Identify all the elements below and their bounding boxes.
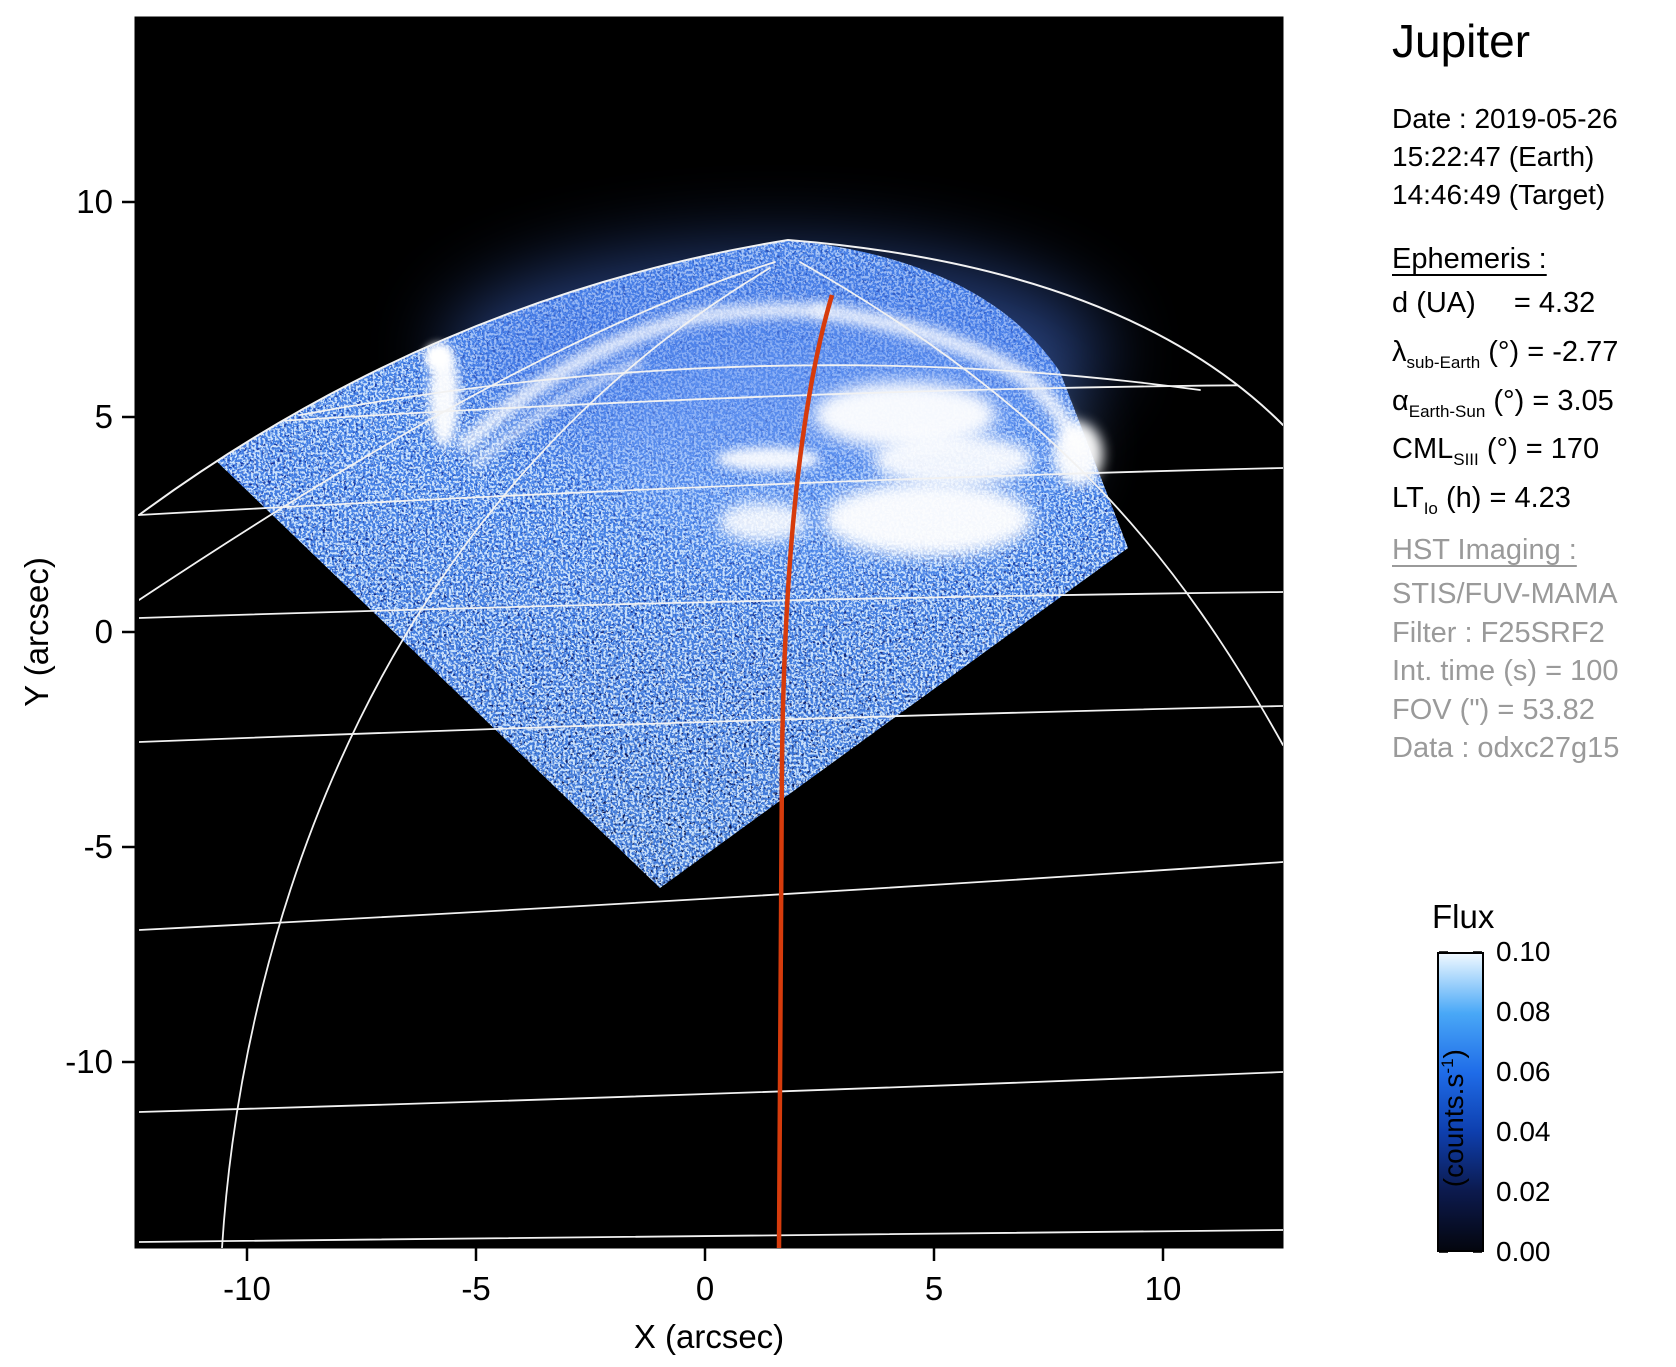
colorbar-tick-label: 0.04 bbox=[1496, 1116, 1551, 1147]
hst-instrument: STIS/FUV-MAMA bbox=[1392, 578, 1618, 610]
hst-int-time: Int. time (s) = 100 bbox=[1392, 655, 1619, 687]
aurora-arc bbox=[458, 303, 828, 452]
colorbar-tick-label: 0.10 bbox=[1496, 936, 1551, 967]
date-line: Date : 2019-05-26 bbox=[1392, 103, 1618, 134]
value: = -2.77 bbox=[1527, 335, 1619, 368]
colorbar-tick-label: 0.02 bbox=[1496, 1176, 1551, 1207]
colorbar-tick-label: 0.08 bbox=[1496, 996, 1551, 1027]
aurora-blob bbox=[429, 347, 459, 447]
limb-line bbox=[138, 238, 1283, 516]
latitude-line bbox=[139, 1071, 1283, 1113]
x-tick-label: 10 bbox=[1145, 1270, 1182, 1307]
hst-data-id: Data : odxc27g15 bbox=[1392, 732, 1620, 764]
colorbar-title: Flux bbox=[1432, 898, 1495, 935]
aurora-blob bbox=[823, 481, 1033, 557]
hst-fov: FOV (") = 53.82 bbox=[1392, 693, 1595, 726]
latitude-line bbox=[139, 384, 1283, 431]
aurora-arc bbox=[471, 358, 644, 469]
y-tick-label: 5 bbox=[95, 398, 113, 435]
subscript: Earth-Sun bbox=[1408, 401, 1486, 421]
cml-meridian-red-line bbox=[776, 294, 835, 1248]
latitude-line bbox=[139, 591, 1283, 619]
planet-title: Jupiter bbox=[1392, 15, 1531, 67]
aurora-blob bbox=[813, 381, 997, 449]
y-tick-label: 0 bbox=[95, 613, 113, 650]
y-tick-label: -5 bbox=[84, 828, 113, 865]
x-axis-title: X (arcsec) bbox=[634, 1318, 784, 1355]
aurora-blob bbox=[1053, 422, 1103, 486]
latitude-line bbox=[139, 861, 1283, 931]
longitude-line bbox=[221, 267, 771, 1248]
subscript: sub-Earth bbox=[1406, 352, 1481, 372]
aurora-blob bbox=[424, 343, 452, 371]
symbol: λ bbox=[1392, 335, 1407, 368]
plot-area bbox=[134, 16, 1284, 1249]
ephemeris-row-lambda: λsub-Earth (°) = -2.77 bbox=[1392, 333, 1670, 382]
symbol: d bbox=[1392, 287, 1409, 319]
ephemeris-row-alpha: αEarth-Sun (°) = 3.05 bbox=[1392, 382, 1670, 431]
subscript: SIII bbox=[1453, 450, 1479, 470]
ephemeris-heading: Ephemeris : bbox=[1392, 243, 1547, 275]
y-axis-title: Y (arcsec) bbox=[18, 557, 55, 707]
ephemeris-row-cml: CMLSIII (°) = 170 bbox=[1392, 430, 1670, 479]
cml-red-line bbox=[776, 294, 835, 1248]
value: = 170 bbox=[1525, 433, 1600, 466]
colorbar-tick-label: 0.00 bbox=[1496, 1236, 1551, 1267]
subscript: Io bbox=[1423, 498, 1438, 518]
longitude-line bbox=[139, 261, 776, 601]
unit: (UA) bbox=[1416, 287, 1476, 319]
unit: (°) bbox=[1493, 384, 1525, 417]
axis-tick-labels: -10 -5 0 5 10 10 5 0 -5 -10 bbox=[65, 183, 1181, 1307]
unit: (h) bbox=[1445, 482, 1482, 515]
symbol: CML bbox=[1392, 433, 1454, 466]
target-time-line: 14:46:49 (Target) bbox=[1392, 179, 1606, 210]
unit: (°) bbox=[1488, 335, 1520, 368]
aurora-blob bbox=[719, 502, 807, 542]
value: = 4.32 bbox=[1513, 287, 1596, 319]
y-tick-label: 10 bbox=[76, 183, 113, 220]
earth-time-line: 15:22:47 (Earth) bbox=[1392, 141, 1595, 172]
hst-imaging-block: HST Imaging : STIS/FUV-MAMA Filter : F25… bbox=[1392, 534, 1670, 768]
axis-ticks bbox=[122, 200, 1165, 1261]
date-block: Date : 2019-05-26 15:22:47 (Earth) 14:46… bbox=[1392, 100, 1670, 214]
aurora-arc bbox=[813, 303, 1087, 457]
longitude-line bbox=[799, 261, 1283, 746]
flux-colorbar bbox=[1437, 952, 1484, 1252]
symbol: LT bbox=[1392, 482, 1424, 515]
latitude-line bbox=[139, 705, 1283, 743]
unit: (°) bbox=[1486, 433, 1518, 466]
x-tick-label: -5 bbox=[461, 1270, 490, 1307]
latitude-line bbox=[299, 364, 1201, 416]
y-tick-label: -10 bbox=[65, 1043, 113, 1080]
symbol: α bbox=[1392, 384, 1409, 417]
value: = 3.05 bbox=[1532, 384, 1614, 417]
hst-filter: Filter : F25SRF2 bbox=[1392, 616, 1605, 649]
colorbar-tick-label: 0.06 bbox=[1496, 1056, 1551, 1087]
latitude-line bbox=[139, 467, 1283, 516]
value: = 4.23 bbox=[1489, 482, 1571, 515]
aurora-blob bbox=[716, 447, 820, 471]
aurora-blob bbox=[873, 434, 1033, 486]
ephemeris-row-distance: d (UA) = 4.32 bbox=[1392, 284, 1670, 333]
ephemeris-row-lt: LTIo (h) = 4.23 bbox=[1392, 479, 1670, 528]
hst-heading: HST Imaging : bbox=[1392, 534, 1577, 566]
x-tick-label: 5 bbox=[925, 1270, 943, 1307]
colorbar-unit-text: (counts.s-1) bbox=[1437, 1049, 1470, 1188]
x-tick-label: -10 bbox=[223, 1270, 271, 1307]
ephemeris-block: Ephemeris : d (UA) = 4.32 λsub-Earth (°)… bbox=[1392, 243, 1670, 528]
x-tick-label: 0 bbox=[696, 1270, 714, 1307]
info-panel: Jupiter bbox=[1392, 14, 1670, 68]
colorbar-unit: (counts.s-1) bbox=[1355, 952, 1469, 1252]
